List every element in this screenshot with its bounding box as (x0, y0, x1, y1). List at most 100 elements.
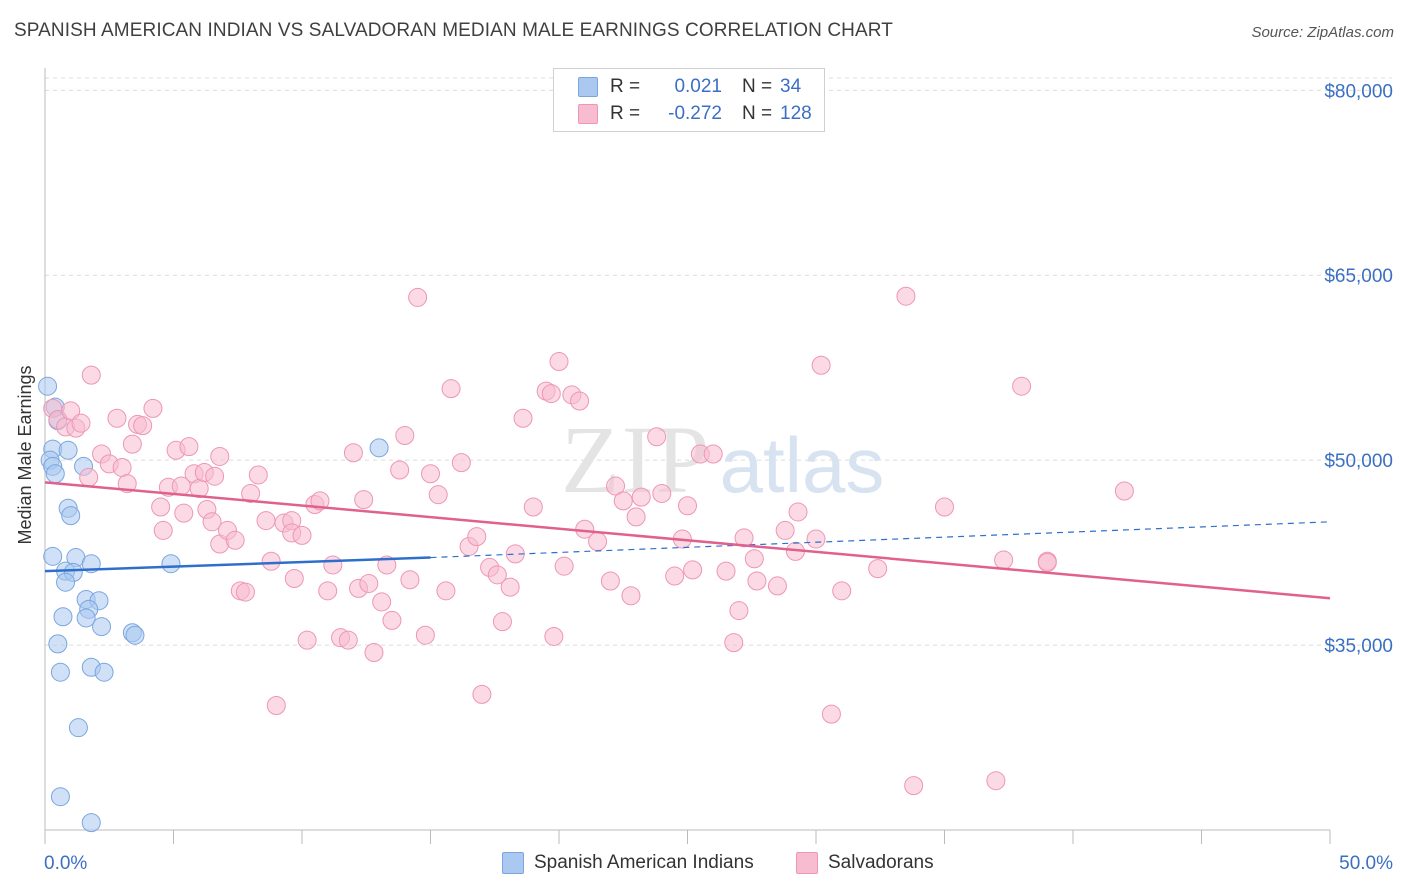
point-salvadoran (541, 384, 561, 404)
point-salvadoran (112, 458, 132, 478)
point-salvadoran (151, 497, 171, 517)
point-salvadoran (451, 453, 471, 473)
point-salvadoran (683, 560, 703, 580)
point-salvadoran (256, 511, 276, 531)
point-spanish-american-indian (50, 787, 70, 807)
bottom-legend-label: Spanish American Indians (534, 852, 754, 873)
point-salvadoran (523, 497, 543, 517)
point-salvadoran (621, 586, 641, 606)
point-spanish-american-indian (53, 607, 73, 627)
y-axis-title: Median Male Earnings (15, 365, 35, 544)
point-salvadoran (79, 467, 99, 487)
trend-line-salvadorans (44, 481, 1331, 600)
point-salvadoran (788, 502, 808, 522)
legend-r-label: R = (610, 76, 641, 97)
point-spanish-american-indian (43, 546, 63, 566)
point-spanish-american-indian (125, 625, 145, 645)
axis-labels: $35,000 $50,000 $65,000 $80,000 0.0% 50.0% Med… (15, 81, 1393, 874)
bottom-legend-swatch-pink (796, 852, 818, 874)
point-salvadoran (174, 503, 194, 523)
point-salvadoran (747, 571, 767, 591)
point-salvadoran (631, 487, 651, 507)
legend-swatch-pink (578, 104, 598, 124)
trend-line-spanish-american-indians (44, 556, 431, 573)
point-salvadoran (71, 413, 91, 433)
point-salvadoran (310, 491, 330, 511)
point-salvadoran (395, 426, 415, 446)
point-spanish-american-indian (94, 662, 114, 682)
legend-row-salvadorans: R = -0.272 N = 128 (578, 102, 812, 126)
point-salvadoran (606, 476, 626, 496)
point-salvadoran (428, 485, 448, 505)
legend-n-value: 34 (780, 76, 802, 97)
point-salvadoran (441, 379, 461, 399)
point-salvadoran (986, 771, 1006, 791)
point-salvadoran (133, 416, 153, 436)
point-salvadoran (652, 483, 672, 503)
point-salvadoran (716, 561, 736, 581)
point-salvadoran (323, 555, 343, 575)
watermark-atlas: atlas (720, 421, 885, 509)
point-salvadoran (421, 464, 440, 484)
point-salvadoran (210, 446, 230, 466)
point-salvadoran (500, 577, 520, 597)
watermark: ZIP atlas (561, 406, 884, 513)
point-salvadoran (266, 695, 286, 715)
point-salvadoran (734, 528, 754, 548)
point-salvadoran (904, 776, 924, 796)
point-salvadoran (248, 465, 268, 485)
point-salvadoran (554, 556, 574, 576)
bottom-legend-item-spanish-american-indians: Spanish American Indians (502, 852, 754, 874)
point-spanish-american-indian (68, 718, 88, 738)
point-spanish-american-indian (369, 438, 389, 458)
correlation-legend: R = 0.021 N = 34 R = -0.272 N = 128 (553, 68, 825, 132)
y-tick-label: $50,000 (1324, 451, 1393, 472)
point-spanish-american-indian (50, 662, 70, 682)
point-salvadoran (806, 529, 826, 549)
point-salvadoran (703, 444, 723, 464)
legend-swatch-blue (578, 77, 598, 97)
point-salvadoran (225, 530, 245, 550)
point-salvadoran (179, 437, 199, 457)
legend-r-value: -0.272 (668, 103, 722, 124)
point-salvadoran (343, 443, 363, 463)
point-salvadoran (775, 520, 795, 540)
point-spanish-american-indian (61, 506, 81, 526)
point-salvadoran (436, 581, 456, 601)
legend-n-value: 128 (780, 103, 812, 124)
point-salvadoran (744, 549, 764, 569)
point-salvadoran (811, 355, 831, 375)
point-salvadoran (1114, 481, 1134, 501)
point-spanish-american-indian (48, 634, 68, 654)
point-salvadoran (613, 491, 633, 511)
point-salvadoran (492, 612, 512, 632)
data-points (38, 286, 1134, 833)
point-salvadoran (678, 496, 697, 516)
point-salvadoran (868, 559, 888, 579)
point-salvadoran (372, 592, 392, 612)
point-salvadoran (390, 460, 410, 480)
point-salvadoran (487, 565, 507, 585)
y-tick-label: $65,000 (1324, 266, 1393, 287)
point-spanish-american-indian (92, 617, 112, 637)
point-salvadoran (382, 610, 402, 630)
point-salvadoran (400, 570, 420, 590)
point-salvadoran (544, 626, 564, 646)
point-salvadoran (261, 551, 281, 571)
point-salvadoran (513, 408, 533, 428)
point-salvadoran (338, 630, 358, 650)
point-salvadoran (408, 287, 428, 307)
point-salvadoran (364, 642, 384, 662)
point-spanish-american-indian (81, 813, 101, 833)
point-spanish-american-indian (38, 376, 58, 396)
bottom-legend-label: Salvadorans (828, 852, 934, 873)
trend-lines (44, 481, 1331, 600)
point-salvadoran (647, 427, 667, 447)
chart-title: SPANISH AMERICAN INDIAN VS SALVADORAN ME… (14, 20, 893, 41)
point-salvadoran (832, 581, 852, 601)
point-salvadoran (588, 532, 608, 552)
bottom-legend-swatch-blue (502, 852, 524, 874)
point-spanish-american-indian (58, 440, 78, 460)
point-salvadoran (202, 512, 222, 532)
